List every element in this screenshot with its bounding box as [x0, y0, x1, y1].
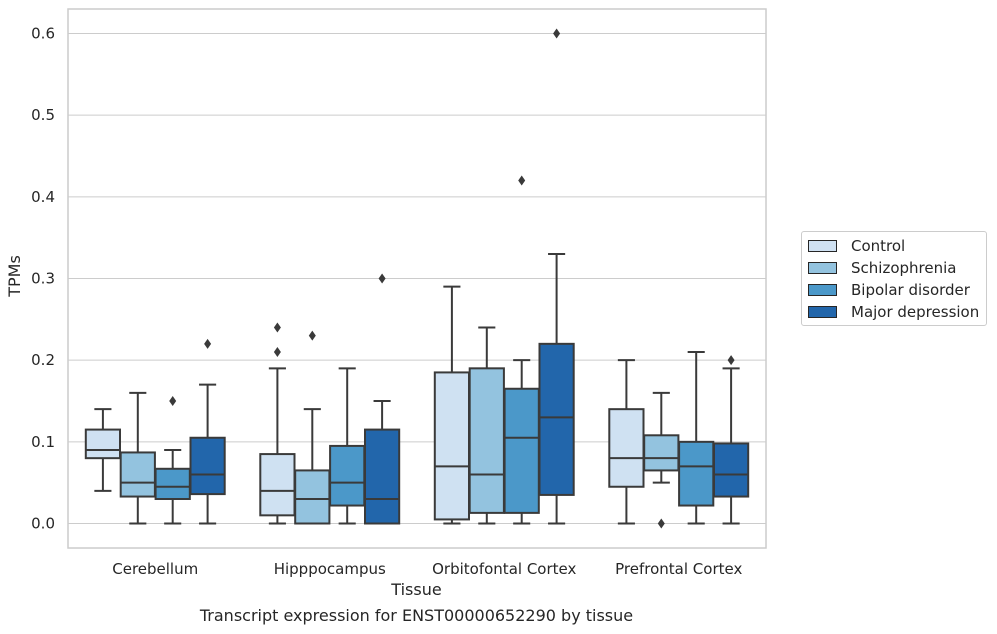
box [468, 367, 505, 514]
outlier-point [308, 330, 316, 341]
legend-label: Major depression [851, 303, 980, 321]
box [363, 428, 401, 525]
box [608, 408, 645, 488]
chart-caption: Transcript expression for ENST0000065229… [199, 606, 634, 625]
box [119, 451, 156, 498]
y-tick-label: 0.3 [31, 270, 55, 288]
y-tick-label: 0.1 [31, 433, 55, 451]
outlier-point [518, 175, 526, 186]
legend-label: Control [851, 237, 906, 255]
box [712, 442, 750, 498]
legend-item-major-depression: Major depression [808, 303, 979, 321]
box [643, 434, 680, 472]
box [259, 453, 296, 517]
box [189, 436, 226, 496]
legend-label: Schizophrenia [851, 259, 957, 277]
outlier-point [169, 396, 177, 406]
outlier-point [204, 338, 212, 349]
legend-item-schizophrenia: Schizophrenia [808, 259, 956, 277]
outlier-point [727, 355, 735, 366]
box [329, 444, 366, 507]
legend-item-control: Control [808, 237, 905, 255]
outlier-point [657, 518, 665, 529]
x-axis-title: Tissue [391, 580, 442, 599]
y-tick-label: 0.5 [31, 106, 55, 124]
legend-item-bipolar-disorder: Bipolar disorder [808, 281, 970, 299]
y-tick-label: 0.0 [31, 515, 55, 533]
box [154, 467, 191, 500]
box [433, 371, 471, 521]
box [538, 342, 575, 496]
box [294, 469, 331, 525]
x-tick-label: Hipppocampus [274, 560, 386, 578]
outlier-point [273, 347, 281, 357]
plot-frame [67, 8, 767, 549]
outlier-point [273, 322, 281, 333]
legend-swatch-control [808, 240, 837, 252]
y-tick-label: 0.4 [31, 188, 55, 206]
y-tick-label: 0.2 [31, 351, 55, 369]
legend-swatch-bipolar-disorder [808, 284, 837, 296]
box [84, 428, 122, 460]
legend-swatch-major-depression [808, 306, 837, 318]
y-tick-label: 0.6 [31, 25, 55, 43]
box [678, 440, 715, 507]
legend: Control Schizophrenia Bipolar disorder M… [801, 231, 987, 326]
x-tick-label: Cerebellum [112, 560, 198, 578]
y-axis-title: TPMs [5, 255, 24, 297]
outlier-point [378, 273, 386, 284]
x-tick-label: Orbitofontal Cortex [432, 560, 576, 578]
outlier-point [553, 28, 561, 39]
x-tick-label: Prefrontal Cortex [615, 560, 742, 578]
box [503, 387, 540, 514]
legend-swatch-schizophrenia [808, 262, 837, 274]
legend-label: Bipolar disorder [851, 281, 970, 299]
